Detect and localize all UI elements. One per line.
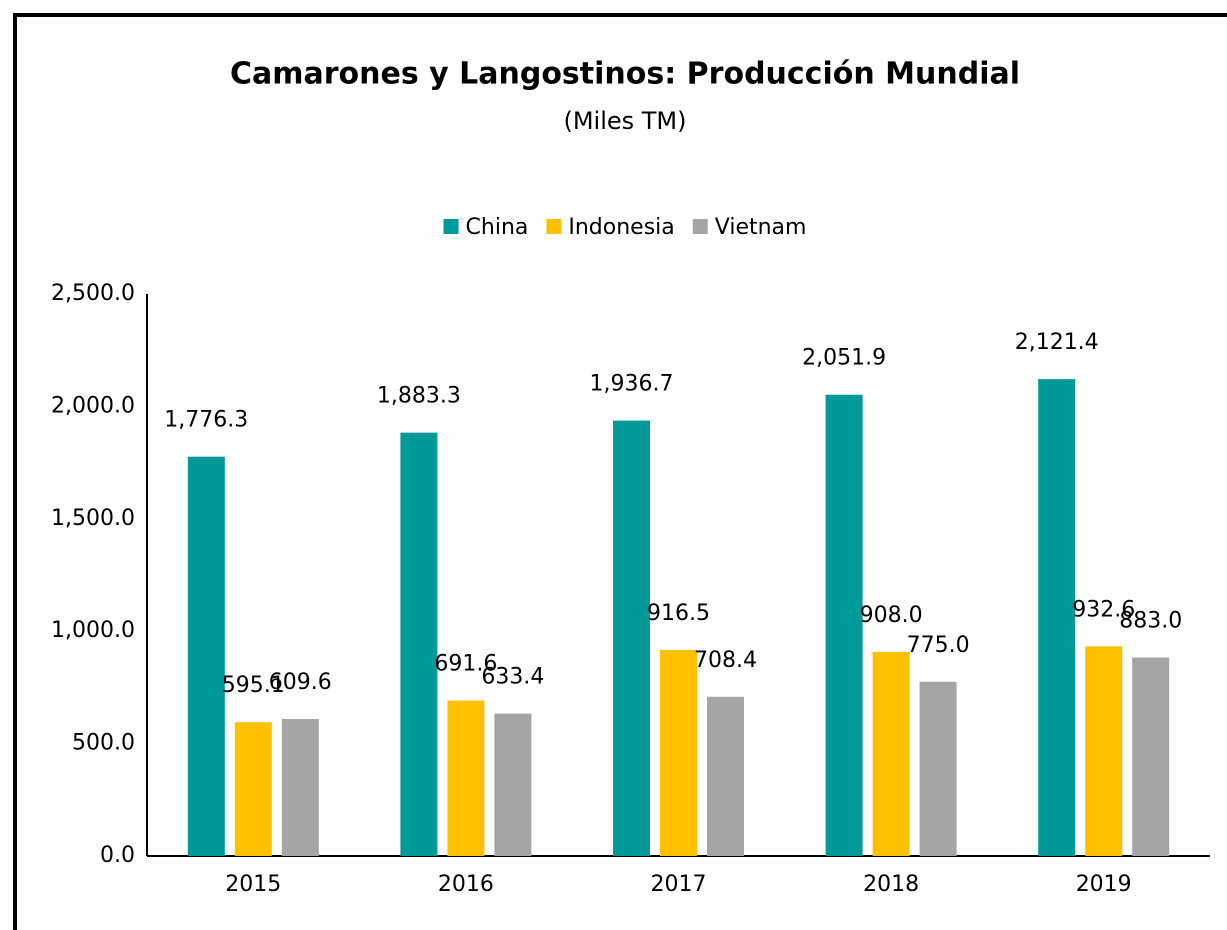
data-label: 932.6 <box>1072 597 1135 622</box>
bar <box>187 456 225 856</box>
legend-label: Indonesia <box>568 215 674 240</box>
data-label: 1,776.3 <box>164 408 248 433</box>
data-label: 775.0 <box>907 633 970 658</box>
bar <box>825 394 863 856</box>
bar <box>447 700 485 856</box>
bar <box>707 696 744 856</box>
data-label: 916.5 <box>647 601 710 626</box>
data-label: 1,883.3 <box>377 384 461 409</box>
legend-swatch <box>546 219 562 234</box>
x-tick-label: 2018 <box>863 872 919 897</box>
data-label: 2,121.4 <box>1015 330 1099 355</box>
bar <box>494 713 532 856</box>
bar <box>1132 657 1170 856</box>
y-tick-label: 1,000.0 <box>51 618 135 643</box>
y-tick-label: 2,000.0 <box>51 393 135 418</box>
legend-swatch <box>443 219 459 234</box>
data-label: 595.1 <box>222 673 285 698</box>
data-label: 609.6 <box>269 670 332 695</box>
legend-label: China <box>466 215 529 240</box>
legend-label: Vietnam <box>715 215 807 240</box>
bar <box>613 420 650 856</box>
x-tick-label: 2019 <box>1076 872 1132 897</box>
data-label: 2,051.9 <box>802 346 886 371</box>
chart-subtitle: (Miles TM) <box>563 107 686 135</box>
data-label: 1,936.7 <box>590 372 674 397</box>
y-tick-label: 0.0 <box>100 843 135 868</box>
chart-title: Camarones y Langostinos: Producción Mund… <box>230 57 1020 92</box>
bar <box>872 651 910 856</box>
y-tick-label: 500.0 <box>72 731 135 756</box>
y-tick-label: 1,500.0 <box>51 506 135 531</box>
bar <box>1038 379 1076 856</box>
y-tick-label: 2,500.0 <box>51 281 135 306</box>
data-label: 691.6 <box>434 652 497 677</box>
x-tick-label: 2017 <box>651 872 707 897</box>
data-label: 883.0 <box>1119 609 1182 634</box>
bar <box>234 722 272 856</box>
bar <box>919 681 957 856</box>
bar <box>1085 646 1123 856</box>
x-tick-label: 2015 <box>225 872 281 897</box>
data-label: 633.4 <box>481 665 544 690</box>
bar <box>660 649 697 856</box>
bar <box>400 432 438 856</box>
legend-swatch <box>692 219 708 234</box>
bar <box>281 718 319 856</box>
data-label: 708.4 <box>694 648 757 673</box>
data-label: 908.0 <box>860 603 923 628</box>
x-tick-label: 2016 <box>438 872 494 897</box>
